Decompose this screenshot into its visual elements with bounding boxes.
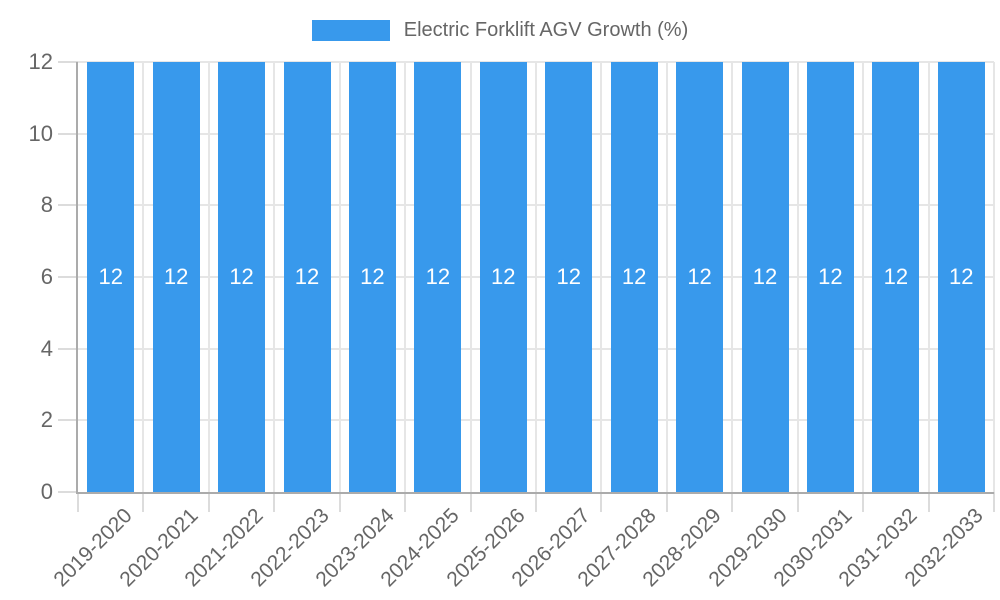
x-tick-mark	[142, 492, 145, 512]
gridline-vertical	[207, 62, 210, 492]
x-axis-line	[76, 492, 994, 494]
x-tick-mark	[862, 492, 865, 512]
bar-value-label: 12	[621, 264, 647, 289]
y-tick-mark	[58, 132, 78, 135]
gridline-vertical	[535, 62, 537, 492]
y-tick-label: 0	[40, 479, 53, 504]
x-tick-mark	[273, 492, 276, 512]
bar-value-label: 12	[949, 264, 974, 289]
x-tick-mark	[731, 492, 734, 512]
y-tick-label: 8	[40, 192, 53, 218]
y-tick-label: 2	[40, 407, 53, 433]
gridline-vertical	[142, 62, 145, 492]
x-tick-mark	[338, 492, 341, 512]
bar[interactable]: 12	[676, 62, 724, 492]
y-axis-labels: 0 2 4 6 8 10 12	[0, 51, 53, 503]
gridline-vertical	[993, 62, 995, 492]
gridline-vertical	[796, 62, 799, 492]
bar-value-label: 12	[491, 264, 516, 289]
bar[interactable]: 12	[479, 62, 527, 492]
bar-value-label: 12	[752, 264, 778, 289]
bar[interactable]: 12	[218, 62, 266, 492]
y-tick-mark	[58, 491, 78, 493]
x-tick-mark	[927, 492, 930, 512]
bar-value-label: 12	[229, 264, 254, 289]
gridline-vertical	[338, 62, 341, 492]
y-tick-mark	[58, 276, 78, 278]
bar[interactable]: 12	[152, 62, 200, 492]
gridline-vertical	[862, 62, 865, 492]
gridline-vertical	[404, 62, 407, 492]
y-tick-label: 4	[40, 335, 53, 361]
bar[interactable]: 12	[741, 62, 789, 492]
bar-value-label: 12	[818, 264, 843, 289]
gridline-vertical	[273, 62, 276, 492]
x-tick-mark	[404, 492, 407, 512]
y-tick-mark	[58, 347, 78, 350]
bar-value-label: 12	[425, 264, 451, 289]
bar[interactable]: 12	[610, 62, 658, 492]
bar[interactable]: 12	[872, 62, 920, 492]
bar[interactable]: 12	[283, 62, 331, 492]
legend-swatch	[311, 20, 390, 41]
x-tick-mark	[796, 492, 799, 512]
bar[interactable]: 12	[348, 62, 396, 492]
y-axis-line	[76, 62, 78, 494]
bar-value-label: 12	[883, 264, 909, 289]
y-tick-label: 10	[28, 120, 53, 146]
x-axis-labels: 2019-2020 2020-2021 2021-2022 2022-2023 2023…	[50, 494, 994, 600]
bar-value-label: 12	[294, 264, 320, 289]
bar[interactable]: 12	[414, 62, 462, 492]
gridline-vertical	[665, 62, 668, 492]
gridline-vertical	[927, 62, 930, 492]
x-tick-mark	[600, 492, 603, 512]
y-tick-label: 6	[40, 264, 53, 289]
x-tick-mark	[207, 492, 210, 512]
bar[interactable]: 12	[545, 62, 593, 492]
gridline-vertical	[731, 62, 734, 492]
bar-value-label: 12	[556, 264, 581, 289]
x-tick-mark	[469, 492, 472, 512]
y-tick-mark	[58, 419, 78, 422]
x-tick-mark	[993, 492, 995, 512]
x-tick-mark	[77, 492, 79, 512]
y-tick-label: 12	[28, 49, 53, 74]
bar-value-label: 12	[687, 264, 712, 289]
bar-value-label: 12	[163, 264, 189, 289]
legend-label: Electric Forklift AGV Growth (%)	[403, 19, 689, 41]
legend-item[interactable]: Electric Forklift AGV Growth (%)	[0, 20, 1000, 41]
bar[interactable]: 12	[87, 62, 135, 492]
x-tick-mark	[535, 492, 537, 512]
bar-value-label: 12	[98, 264, 123, 289]
bar[interactable]: 12	[806, 62, 854, 492]
y-tick-mark	[58, 61, 78, 63]
bar-value-label: 12	[360, 264, 385, 289]
y-tick-mark	[58, 204, 78, 207]
gridline-vertical	[469, 62, 472, 492]
gridline-vertical	[600, 62, 603, 492]
bar[interactable]: 12	[937, 62, 985, 492]
plot-area: 12 12 12 12 12 12 12 12 12 12 12 12 12 12	[58, 61, 995, 512]
x-tick-mark	[665, 492, 668, 512]
